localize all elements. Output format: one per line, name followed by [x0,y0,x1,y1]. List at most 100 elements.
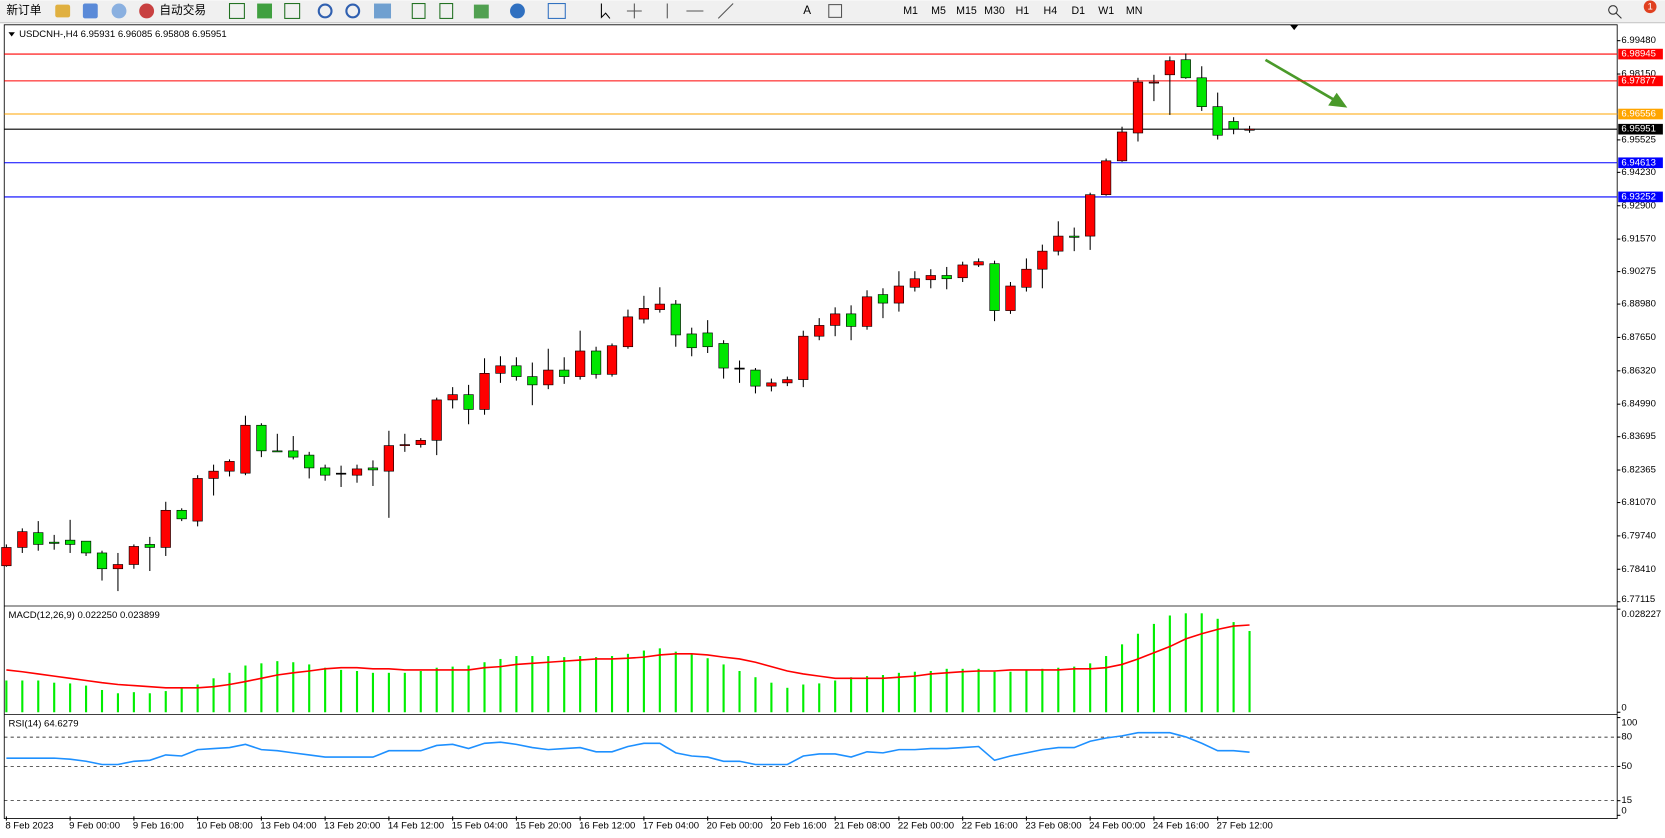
candle-body [1,547,12,567]
timeframe-button[interactable]: M30 [984,5,1005,17]
macd-bar [850,677,853,713]
macd-bar [770,682,773,713]
candle-body [654,303,665,310]
candle-body [176,509,187,520]
timeframe-button[interactable]: M1 [903,5,918,17]
macd-bar [1168,615,1171,713]
x-tick-label: 17 Feb 04:00 [643,820,699,831]
arrow-head [1328,92,1348,108]
macd-bar [499,658,502,713]
candle-body [1132,81,1144,134]
macd-bar [164,691,167,713]
candle-body [224,461,235,472]
icon[interactable] [411,3,426,19]
macd-bar [21,680,24,713]
y-tick-label: 6.84990 [1621,399,1656,410]
icon[interactable] [439,3,454,19]
y-tick-label: 6.99480 [1621,35,1656,46]
icon[interactable] [55,4,71,18]
price-level-label-box [1618,75,1663,87]
icon[interactable] [317,3,333,19]
x-tick-label: 10 Feb 08:00 [197,820,253,831]
y-tick-label: 6.82365 [1621,465,1656,476]
candle-body [160,509,171,548]
candle-body [240,424,251,474]
x-tick-label: 14 Feb 12:00 [388,820,444,831]
notification-badge[interactable] [1643,0,1657,14]
macd-bar [929,671,932,713]
x-tick-label: 9 Feb 16:00 [133,820,184,831]
candle-body [272,450,283,453]
search-icon[interactable] [1608,5,1622,19]
macd-bar [1089,663,1092,713]
candle-body [1085,194,1096,237]
candle-body [17,531,28,548]
candle-body [1101,160,1112,196]
y-tick-label: 50 [1621,761,1632,772]
timeframe-button[interactable]: W1 [1098,5,1114,17]
icon[interactable] [139,3,155,19]
icon[interactable] [547,3,566,19]
macd-signal-line [6,624,1250,689]
timeframe-button[interactable]: MN [1126,5,1142,17]
icon[interactable] [284,3,301,19]
icon[interactable] [374,3,392,19]
candle-body [65,539,76,545]
timeframe-button[interactable]: M15 [956,5,977,17]
macd-bar [228,672,231,713]
macd-bar [1041,668,1044,713]
macd-bar [642,650,645,713]
auto-trading-button[interactable]: 自动交易 [159,3,206,17]
timeframe-button[interactable]: H4 [1044,5,1058,17]
icon[interactable] [345,3,361,19]
new-order-button[interactable]: 新订单 [6,3,41,17]
price-level-label: 6.97877 [1621,75,1656,86]
icon[interactable] [82,3,98,19]
macd-bar [1248,631,1251,713]
x-tick-label: 15 Feb 20:00 [515,820,571,831]
macd-bar [802,684,805,713]
candle-body [686,333,697,349]
macd-bar [132,692,135,713]
timeframe-button[interactable]: D1 [1071,5,1085,17]
candle-body [973,261,984,266]
icon[interactable]: A [803,4,811,17]
x-tick-label: 21 Feb 08:00 [834,820,890,831]
icon[interactable] [257,3,273,19]
macd-bar [786,687,789,713]
icon[interactable] [828,4,843,18]
chart-window: USDCNH-,H4 6.95931 6.96085 6.95808 6.959… [3,24,1618,819]
macd-bar [419,671,422,713]
icon[interactable] [473,4,489,19]
candle-body [288,450,299,458]
macd-bar [961,668,964,713]
price-level-label-box [1618,157,1663,169]
macd-title: MACD(12,26,9) 0.022250 0.023899 [9,610,160,621]
macd-bar [403,672,406,713]
macd-bar [754,677,757,713]
candle-body [1228,121,1239,130]
candle-body [1212,106,1223,136]
chart-shift-marker [1289,24,1299,31]
candle-body [96,552,108,570]
macd-bar [1232,622,1235,713]
candle-body [702,332,713,348]
macd-bar [1136,633,1140,713]
chart-frame [3,24,1618,819]
macd-bar [276,661,279,713]
icon[interactable] [600,3,611,19]
icon[interactable] [228,3,245,19]
candle-body [1053,235,1064,252]
candle-body [1196,77,1207,107]
candle-body [495,365,506,374]
icon[interactable] [510,3,525,19]
x-tick-label: 24 Feb 16:00 [1153,820,1209,831]
timeframe-button[interactable]: H1 [1016,5,1030,17]
icon[interactable] [111,3,127,19]
icon[interactable] [626,3,642,19]
macd-bar [515,656,518,713]
x-tick-label: 22 Feb 16:00 [962,820,1018,831]
icon[interactable] [666,3,734,19]
timeframe-button[interactable]: M5 [931,5,946,17]
macd-bar [547,656,550,713]
